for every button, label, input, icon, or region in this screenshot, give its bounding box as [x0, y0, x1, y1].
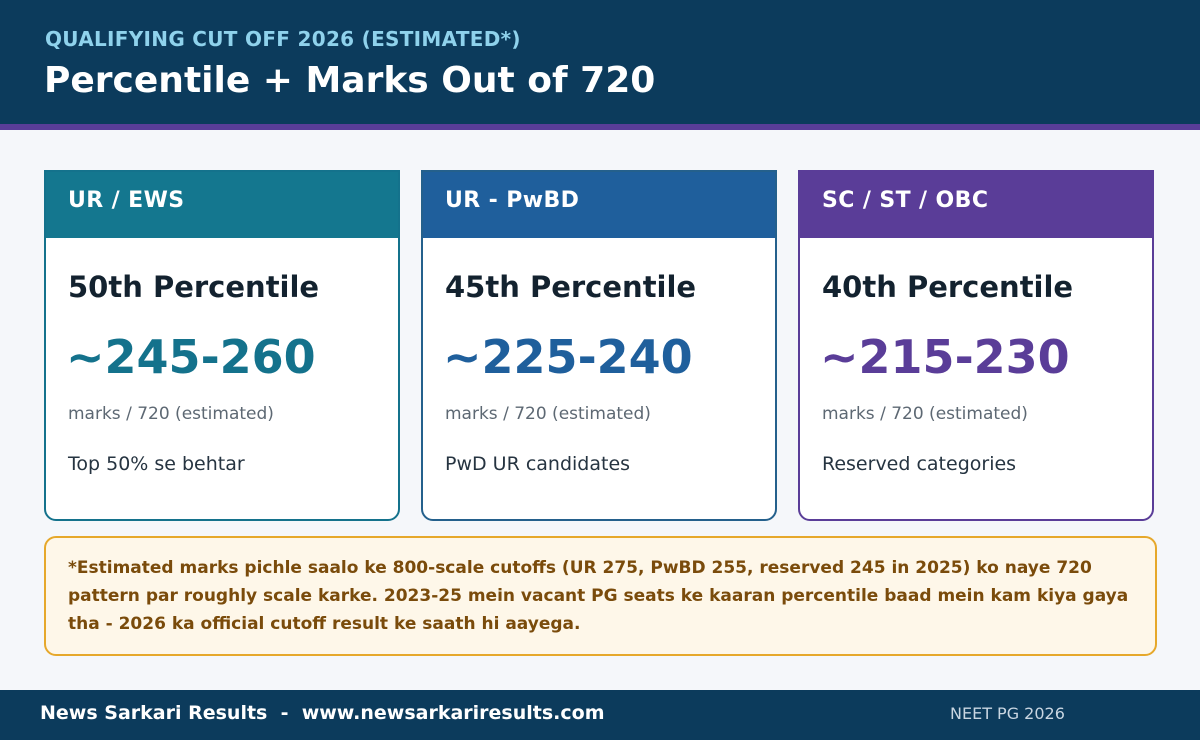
footer-exam-tag: NEET PG 2026 [950, 704, 1065, 723]
footer-bar: News Sarkari Results - www.newsarkarires… [0, 690, 1200, 740]
card-percentile: 50th Percentile [68, 270, 320, 304]
footer-brand: News Sarkari Results - www.newsarkarires… [40, 702, 605, 724]
card-description: Reserved categories [822, 453, 1017, 475]
card-description: Top 50% se behtar [68, 453, 245, 475]
page-title: Percentile + Marks Out of 720 [44, 60, 656, 101]
card-marks-unit: marks / 720 (estimated) [822, 404, 1028, 424]
header-eyebrow: QUALIFYING CUT OFF 2026 (ESTIMATED*) [45, 27, 521, 51]
card-percentile: 45th Percentile [445, 270, 697, 304]
card-marks-range: ~225-240 [443, 330, 693, 384]
card-marks-unit: marks / 720 (estimated) [445, 404, 651, 424]
card-marks-range: ~215-230 [820, 330, 1070, 384]
card-sc-st-obc: SC / ST / OBC 40th Percentile ~215-230 m… [798, 170, 1154, 521]
card-category-label: UR - PwBD [423, 172, 775, 238]
accent-divider [0, 124, 1200, 130]
card-ur-pwbd: UR - PwBD 45th Percentile ~225-240 marks… [421, 170, 777, 521]
card-percentile: 40th Percentile [822, 270, 1074, 304]
card-ur-ews: UR / EWS 50th Percentile ~245-260 marks … [44, 170, 400, 521]
card-marks-unit: marks / 720 (estimated) [68, 404, 274, 424]
card-category-label: SC / ST / OBC [800, 172, 1152, 238]
card-marks-range: ~245-260 [66, 330, 316, 384]
card-category-label: UR / EWS [46, 172, 398, 238]
header-banner: QUALIFYING CUT OFF 2026 (ESTIMATED*) Per… [0, 0, 1200, 124]
estimate-disclaimer-note: *Estimated marks pichle saalo ke 800-sca… [44, 536, 1157, 656]
card-description: PwD UR candidates [445, 453, 631, 475]
